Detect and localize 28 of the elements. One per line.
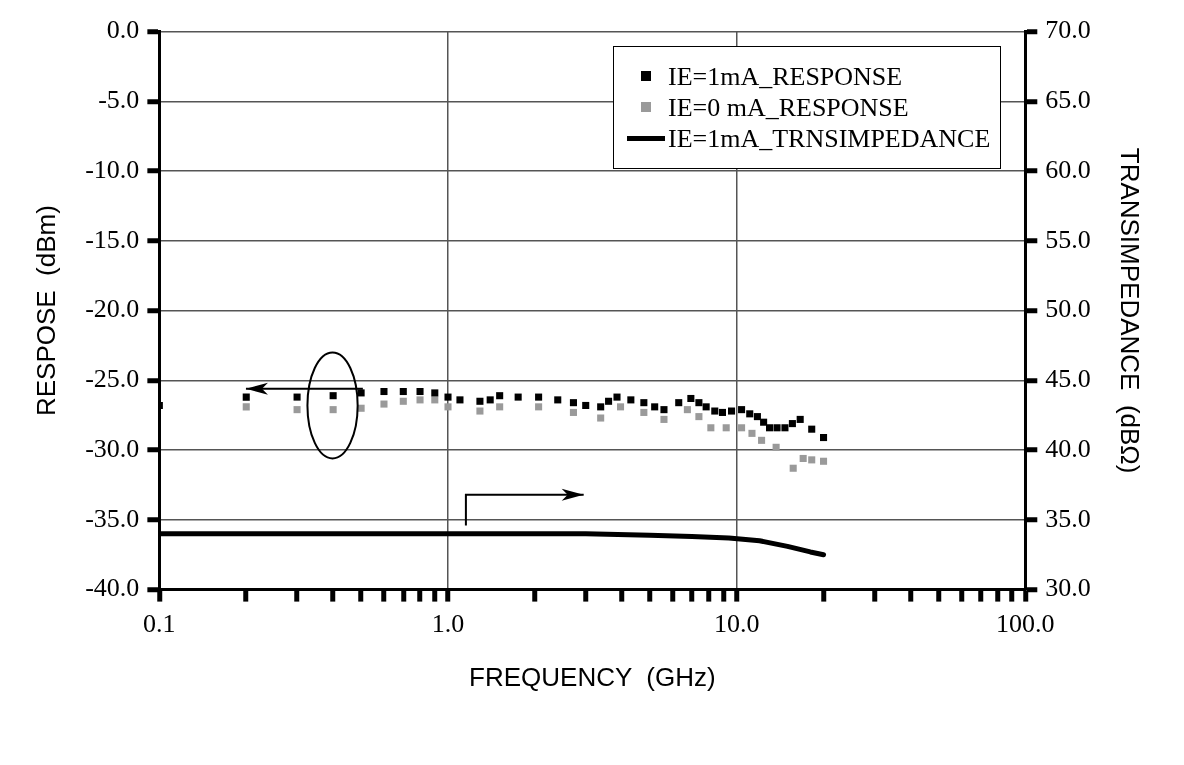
x-tick-label: 0.1 [143,609,176,639]
legend-label: IE=0 mA_RESPONSE [667,91,909,123]
y2-tick-label: 40.0 [1045,433,1091,463]
y2-tick-label: 45.0 [1045,364,1091,394]
y-tick-label: -35.0 [85,503,140,533]
y2-tick-label: 55.0 [1045,224,1091,254]
y-tick-label: -10.0 [85,154,140,184]
x-axis-title: FREQUENCY (GHz) [469,661,716,692]
legend-label: IE=1mA_TRNSIMPEDANCE [667,122,991,154]
y-tick-label: -5.0 [98,85,140,115]
y-tick-label: 0.0 [106,15,140,45]
y2-tick-label: 70.0 [1045,15,1091,45]
y2-tick-label: 65.0 [1045,85,1091,115]
y2-tick-label: 30.0 [1045,573,1091,603]
x-tick-label: 10.0 [713,609,760,639]
x-tick-label: 1.0 [431,609,465,639]
y-tick-label: -30.0 [85,433,140,463]
y-axis-title: RESPOSE (dBm) [30,205,61,417]
y2-tick-label: 35.0 [1045,503,1091,533]
legend-label: IE=1mA_RESPONSE [667,60,903,92]
y-tick-label: -15.0 [85,224,140,254]
y2-tick-label: 50.0 [1045,294,1091,324]
y-tick-label: -25.0 [85,364,140,394]
y-tick-label: -20.0 [85,294,140,324]
y-tick-label: -40.0 [85,573,140,603]
y2-tick-label: 60.0 [1045,154,1091,184]
y2-axis-title: TRANSIMPEDANCE (dBΩ) [1115,147,1146,474]
x-tick-label: 100.0 [996,609,1055,639]
